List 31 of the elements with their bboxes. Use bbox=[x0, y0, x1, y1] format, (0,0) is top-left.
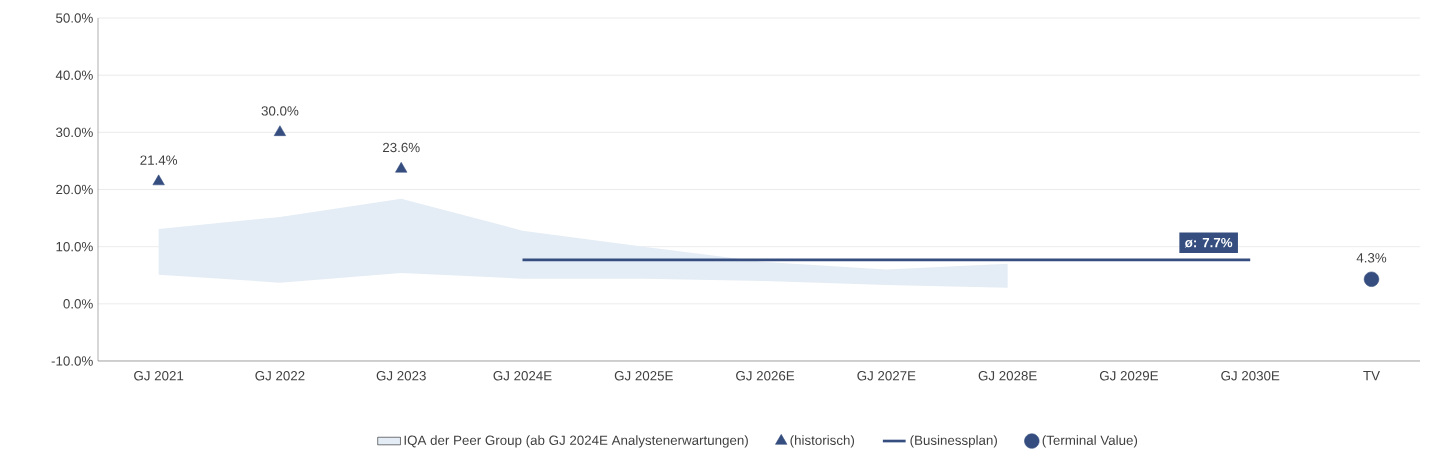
point bbox=[1363, 271, 1380, 287]
y-tick-label: 30.0% bbox=[55, 127, 93, 138]
x-tick-label: GJ 2026E bbox=[736, 371, 795, 381]
legend-label: (Terminal Value) bbox=[1042, 435, 1138, 448]
data-label: 4.3% bbox=[1356, 253, 1387, 263]
x-tick-label: GJ 2029E bbox=[1099, 371, 1158, 381]
legend-label: IQA der Peer Group (ab GJ 2024E Analystenerwartungen) bbox=[404, 435, 748, 448]
x-tick-label: GJ 2022 bbox=[255, 371, 305, 381]
point bbox=[152, 174, 165, 186]
annotation: ø: 7.7% bbox=[1184, 237, 1233, 248]
x-tick-label: GJ 2023 bbox=[376, 371, 426, 381]
x-tick-label: TV bbox=[1363, 371, 1380, 381]
x-tick-label: GJ 2025E bbox=[614, 371, 673, 381]
data-label: 23.6% bbox=[382, 142, 420, 153]
x-tick-label: GJ 2027E bbox=[857, 371, 916, 381]
y-tick-label: 20.0% bbox=[56, 184, 93, 195]
legend-label: (historisch) bbox=[790, 435, 855, 448]
x-tick-label: GJ 2021 bbox=[134, 371, 184, 381]
point bbox=[273, 125, 286, 136]
y-tick-label: 40.0% bbox=[55, 70, 93, 80]
y-tick-label: 50.0% bbox=[56, 13, 93, 23]
x-tick-label: GJ 2030E bbox=[1221, 371, 1280, 381]
y-tick-label: -10.0% bbox=[51, 356, 93, 366]
x-tick-label: GJ 2024E bbox=[493, 371, 552, 381]
x-tick-label: GJ 2028E bbox=[978, 371, 1037, 381]
data-label: 30.0% bbox=[261, 106, 299, 116]
legend-label: (Businessplan) bbox=[910, 435, 997, 448]
data-label: 21.4% bbox=[140, 155, 178, 165]
point bbox=[395, 161, 408, 173]
y-tick-label: 0.0% bbox=[63, 299, 93, 309]
y-tick-label: 10.0% bbox=[56, 241, 93, 252]
